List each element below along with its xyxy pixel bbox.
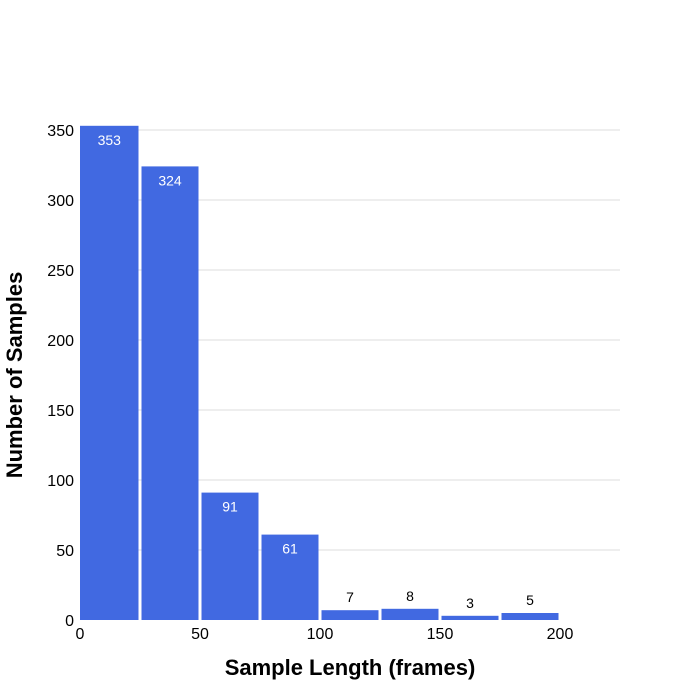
bar <box>80 125 139 621</box>
bar-value-label: 5 <box>526 592 534 608</box>
bar-value-label: 8 <box>406 588 414 604</box>
x-tick-label: 50 <box>191 626 209 643</box>
bar-value-label: 91 <box>222 499 238 515</box>
y-tick-label: 300 <box>47 193 74 210</box>
y-axis-title: Number of Samples <box>2 272 27 479</box>
y-tick-label: 200 <box>47 333 74 350</box>
bar-value-label: 61 <box>282 541 298 557</box>
bars <box>80 125 559 621</box>
y-axis-ticks: 0 50 100 150 200 250 300 350 <box>47 123 74 630</box>
x-tick-label: 100 <box>307 626 334 643</box>
bar <box>501 613 559 620</box>
x-tick-label: 200 <box>547 626 574 643</box>
bar-value-label: 324 <box>158 172 182 188</box>
y-tick-label: 100 <box>47 473 74 490</box>
x-axis-ticks: 0 50 100 150 200 <box>76 626 574 643</box>
y-tick-label: 50 <box>56 543 74 560</box>
bar <box>201 492 259 620</box>
bar-value-label: 3 <box>466 595 474 611</box>
bar <box>261 534 319 620</box>
bar-value-label: 7 <box>346 589 354 605</box>
bar <box>141 166 199 620</box>
bar-value-label: 353 <box>98 132 122 148</box>
bar <box>321 610 379 620</box>
x-tick-label: 150 <box>427 626 454 643</box>
y-tick-label: 350 <box>47 123 74 140</box>
y-tick-label: 0 <box>65 613 74 630</box>
y-tick-label: 150 <box>47 403 74 420</box>
bar-labels: 353 324 91 61 7 8 3 5 <box>98 132 535 611</box>
y-tick-label: 250 <box>47 263 74 280</box>
bar <box>381 608 439 620</box>
x-tick-label: 0 <box>76 626 85 643</box>
x-axis-title: Sample Length (frames) <box>225 655 476 680</box>
bar <box>441 615 499 620</box>
